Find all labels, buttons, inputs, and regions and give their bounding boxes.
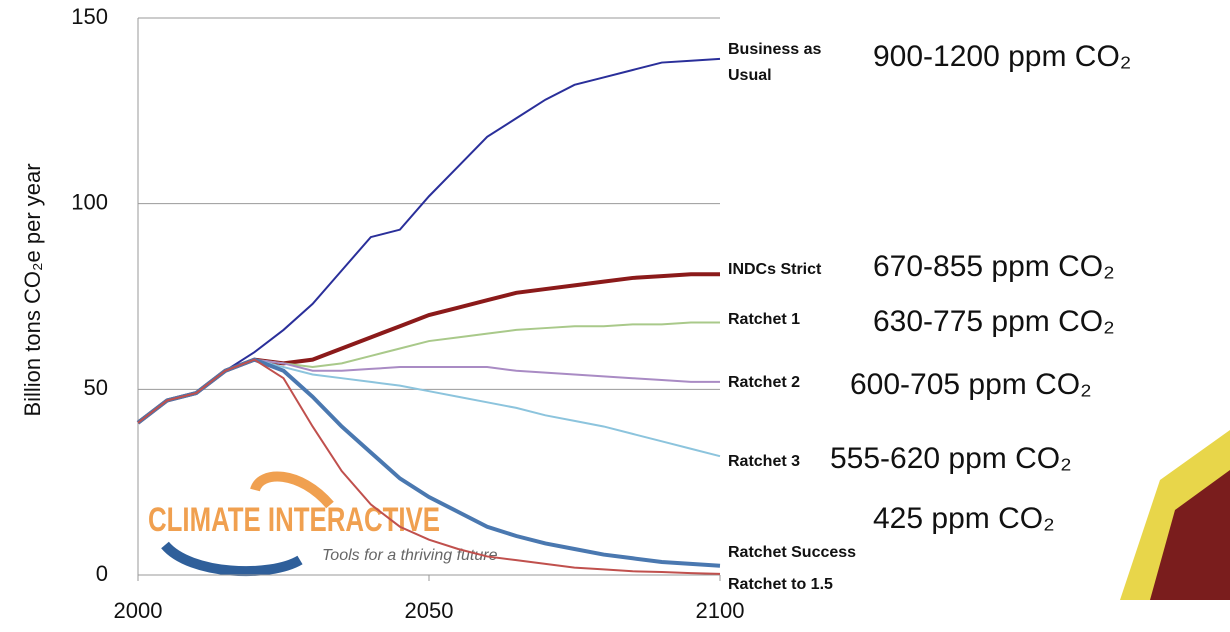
legend-label: Ratchet 2 <box>728 374 800 391</box>
logo-name: CLIMATE INTERACTIVE <box>148 501 440 539</box>
series-line <box>137 358 721 458</box>
series-line <box>137 358 721 575</box>
y-tick-label: 0 <box>96 561 108 586</box>
legend-label: INDCs Strict <box>728 261 822 278</box>
y-axis-label: Billion tons CO₂e per year <box>20 163 45 416</box>
logo-arrow <box>161 541 303 577</box>
legend-label: Ratchet to 1.5 <box>728 576 833 593</box>
legend-label: Ratchet Success <box>728 544 856 561</box>
ppm-annotation: 900-1200 ppm CO₂ <box>873 40 1131 73</box>
x-tick-label: 2000 <box>114 598 163 623</box>
corner-decoration <box>1150 470 1230 600</box>
y-tick-label: 50 <box>84 375 108 400</box>
series-line <box>137 57 721 424</box>
logo-tagline: Tools for a thriving future <box>322 547 498 564</box>
logo-arrow <box>250 471 334 509</box>
x-tick-label: 2050 <box>405 598 454 623</box>
x-tick-label: 2100 <box>696 598 745 623</box>
ppm-annotation: 600-705 ppm CO₂ <box>850 368 1092 401</box>
legend-label: Ratchet 1 <box>728 311 800 328</box>
legend-label: Business as Usual <box>728 41 821 84</box>
ppm-annotation: 425 ppm CO₂ <box>873 502 1055 535</box>
ppm-annotation: 555-620 ppm CO₂ <box>830 442 1072 475</box>
y-tick-label: 150 <box>71 4 108 29</box>
series-line <box>136 272 720 425</box>
ppm-annotation: 630-775 ppm CO₂ <box>873 305 1115 338</box>
y-tick-label: 100 <box>71 189 108 214</box>
legend-label: Ratchet 3 <box>728 453 800 470</box>
ppm-annotation: 670-855 ppm CO₂ <box>873 250 1115 283</box>
